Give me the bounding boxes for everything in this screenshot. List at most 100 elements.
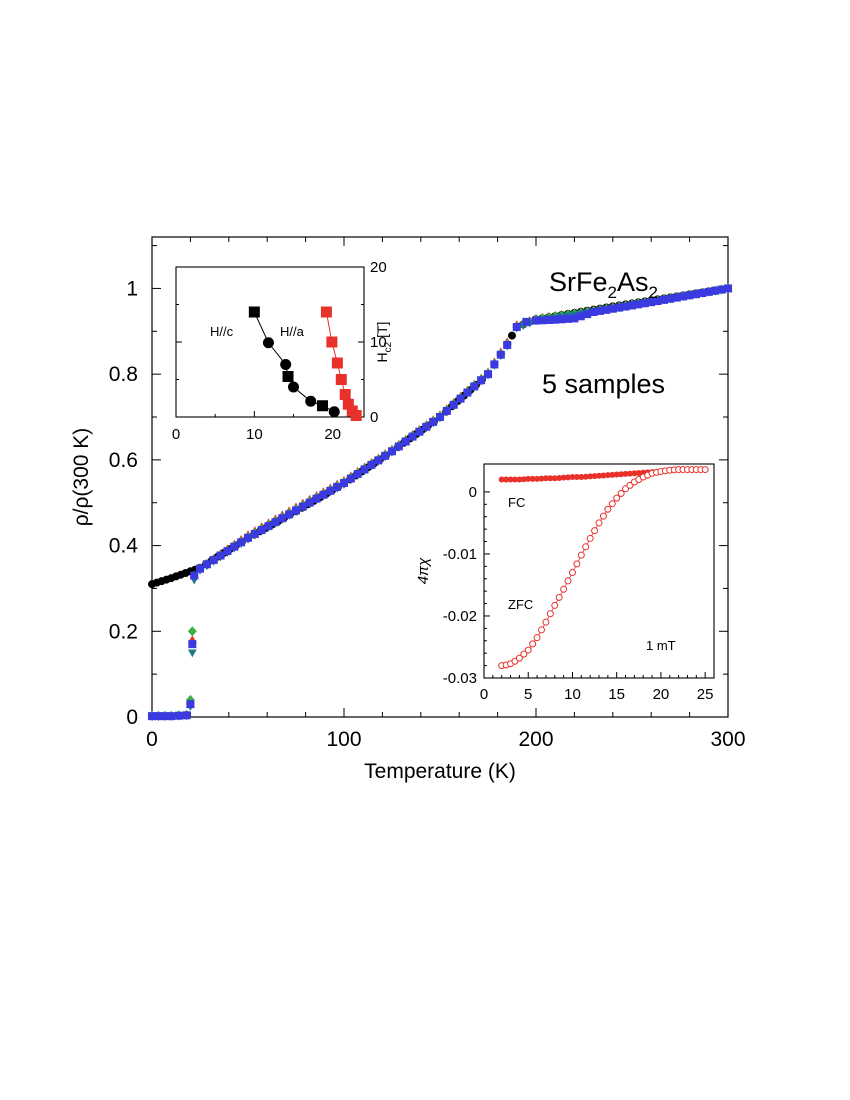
fc-point (631, 470, 638, 477)
data-point (160, 712, 169, 721)
hc2-point (282, 371, 294, 382)
label-h-parallel-c: H//c (210, 324, 234, 339)
label-h-parallel-a: H//a (280, 324, 305, 339)
data-point (532, 316, 540, 325)
zfc-point (520, 650, 528, 658)
fc-point (534, 475, 541, 482)
data-point (564, 314, 572, 323)
data-point (353, 469, 362, 478)
zfc-point (551, 601, 559, 609)
zfc-point (533, 634, 541, 642)
data-point (188, 640, 197, 649)
fc-point (587, 473, 594, 480)
label-zfc: ZFC (508, 597, 533, 612)
chi-y-tick-label: -0.02 (443, 608, 477, 625)
chi-y-tick-label: 0 (469, 484, 477, 501)
data-point (230, 542, 239, 551)
main-x-axis-label: Temperature (K) (364, 760, 516, 783)
data-point (640, 299, 649, 308)
hc2-point (335, 374, 347, 385)
fc-point (525, 475, 532, 482)
zfc-point (546, 610, 554, 618)
fc-point (582, 473, 589, 480)
fc-point (547, 475, 554, 482)
data-point (174, 711, 183, 720)
hc2-inset-series (248, 306, 362, 421)
zfc-point (604, 505, 612, 513)
zfc-point (515, 654, 523, 662)
fc-point (556, 474, 563, 481)
fc-point (516, 476, 523, 483)
fc-point (618, 471, 625, 478)
hc2-series-c (248, 306, 340, 418)
data-point (490, 360, 499, 369)
fc-point (591, 473, 598, 480)
zfc-point (617, 489, 625, 497)
fc-point (578, 474, 585, 481)
hc2-point (328, 406, 340, 418)
data-point (602, 305, 611, 314)
data-point (190, 571, 199, 580)
hc2-point (262, 337, 274, 349)
data-point (186, 700, 195, 709)
hc2-y-axis-label: Hc2 [T] (374, 322, 394, 363)
chi-x-tick-label: 5 (524, 686, 532, 703)
main-title: SrFe2As2 (549, 267, 658, 302)
fc-point (613, 471, 620, 478)
data-point (470, 382, 479, 391)
data-point (148, 712, 156, 721)
data-point (312, 494, 321, 503)
data-point (216, 551, 225, 560)
zfc-point (568, 569, 576, 577)
data-point (522, 317, 531, 326)
data-point (653, 297, 662, 305)
data-point (449, 400, 458, 409)
hc2-point (342, 398, 354, 410)
data-point (589, 308, 598, 316)
hc2-point (331, 357, 343, 369)
data-point (508, 331, 516, 340)
zfc-point (582, 543, 590, 551)
data-point (187, 649, 197, 658)
hc2-inset-tick-labels: 0 10 20 0 10 20 (172, 259, 387, 443)
data-point (615, 303, 624, 312)
data-point (285, 510, 294, 519)
main-x-tick-label: 200 (518, 728, 553, 751)
data-point (538, 316, 547, 325)
fc-point (596, 472, 602, 479)
data-point (305, 498, 314, 507)
chi-y-tick-label: -0.01 (443, 546, 477, 563)
fc-point (520, 476, 527, 483)
chi-x-tick-label: 15 (608, 686, 625, 703)
fc-point (529, 475, 536, 482)
main-y-tick-label: 0.4 (109, 535, 139, 558)
hc2-inset: 0 10 20 0 10 20 H//c H//a Hc2 [T] (172, 259, 394, 443)
zfc-point (564, 577, 572, 585)
data-point (244, 533, 252, 542)
data-point (209, 555, 218, 564)
data-point (237, 538, 246, 547)
data-point (388, 447, 396, 456)
samples-annotation: 5 samples (542, 369, 665, 399)
main-x-tick-label: 0 (146, 728, 158, 751)
data-point (576, 312, 585, 321)
data-point (704, 287, 713, 296)
zfc-point (608, 500, 616, 508)
data-point (374, 456, 383, 465)
zfc-point (524, 646, 532, 654)
data-point (634, 300, 643, 309)
data-point (394, 442, 403, 451)
fc-point (622, 470, 629, 477)
data-point (512, 323, 521, 331)
data-point (278, 514, 287, 523)
susceptibility-inset-series (498, 466, 709, 670)
data-point (187, 626, 197, 637)
data-point (544, 316, 553, 324)
data-point (570, 314, 579, 323)
hc2-point (280, 359, 292, 370)
hc2-x-tick-label: 10 (246, 426, 263, 443)
susceptibility-inset: 0 5 10 15 20 25 -0.03 -0.02 -0.01 0 FC ZFC 1 mT 4… (415, 463, 715, 703)
data-point (202, 560, 211, 569)
data-point (223, 547, 232, 556)
